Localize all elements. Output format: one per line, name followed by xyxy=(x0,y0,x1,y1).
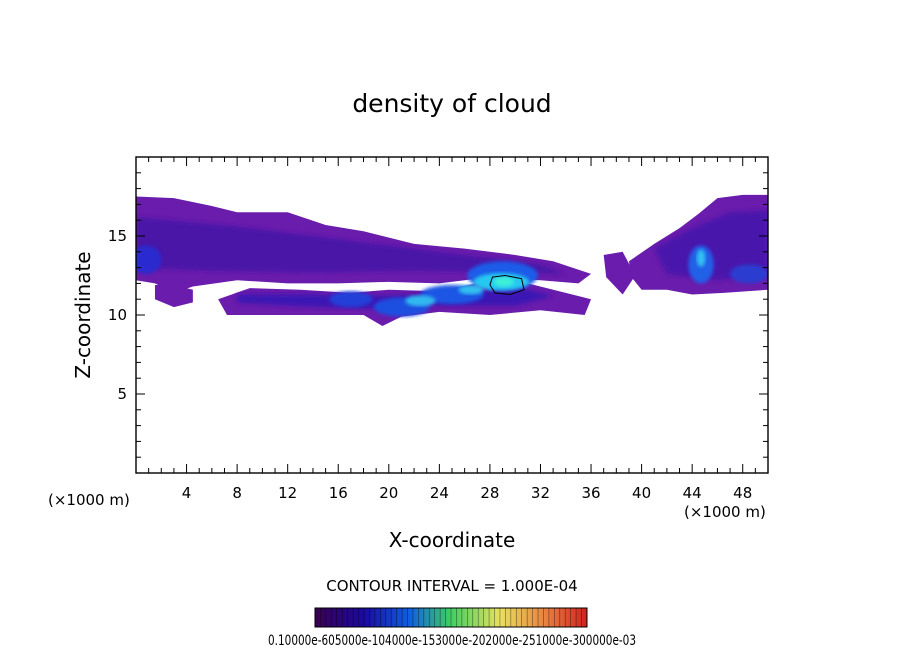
contour-line xyxy=(489,274,525,295)
y-axis-label: Z-coordinate xyxy=(71,251,95,378)
cloud-patch xyxy=(154,284,193,308)
cloud-band xyxy=(730,264,768,284)
x-tick-label: 28 xyxy=(480,484,499,502)
cloud-core xyxy=(458,284,484,295)
axis-ticks xyxy=(136,157,768,473)
contour-interval: CONTOUR INTERVAL = 1.000E-04 xyxy=(326,577,577,595)
chart-title: density of cloud xyxy=(352,89,551,118)
cloud-inner xyxy=(136,217,566,274)
cloud-band xyxy=(329,291,373,308)
x-tick-label: 12 xyxy=(278,484,297,502)
x-tick-label: 44 xyxy=(683,484,702,502)
cloud-inner xyxy=(654,210,768,281)
colorbar-label: 0.10000e-605000e-104000e-153000e-202000e… xyxy=(268,633,636,649)
x-tick-label: 40 xyxy=(632,484,651,502)
x-tick-label: 48 xyxy=(733,484,752,502)
x-unit-right: (×1000 m) xyxy=(684,503,766,521)
x-tick-labels: 4 8 12 16 20 24 28 32 36 40 44 48 xyxy=(182,484,752,502)
x-tick-label: 20 xyxy=(379,484,398,502)
cloud-patch xyxy=(603,251,636,295)
x-axis-label: X-coordinate xyxy=(389,528,516,552)
y-tick-labels: 5 10 15 xyxy=(108,227,127,403)
cloud-density-field xyxy=(136,194,768,327)
cloud-core xyxy=(405,295,436,307)
y-tick-label: 15 xyxy=(108,227,127,245)
cloud-core-peak xyxy=(493,277,514,287)
x-tick-label: 36 xyxy=(581,484,600,502)
cloud-core xyxy=(696,249,706,267)
x-tick-label: 4 xyxy=(182,484,192,502)
x-tick-label: 32 xyxy=(531,484,550,502)
cloud-band xyxy=(136,245,162,274)
y-tick-label: 5 xyxy=(117,385,127,403)
x-tick-label: 8 xyxy=(232,484,242,502)
colorbar xyxy=(314,607,588,628)
x-tick-label: 16 xyxy=(329,484,348,502)
x-unit-left: (×1000 m) xyxy=(48,491,130,509)
x-tick-label: 24 xyxy=(430,484,449,502)
y-tick-label: 10 xyxy=(108,306,127,324)
